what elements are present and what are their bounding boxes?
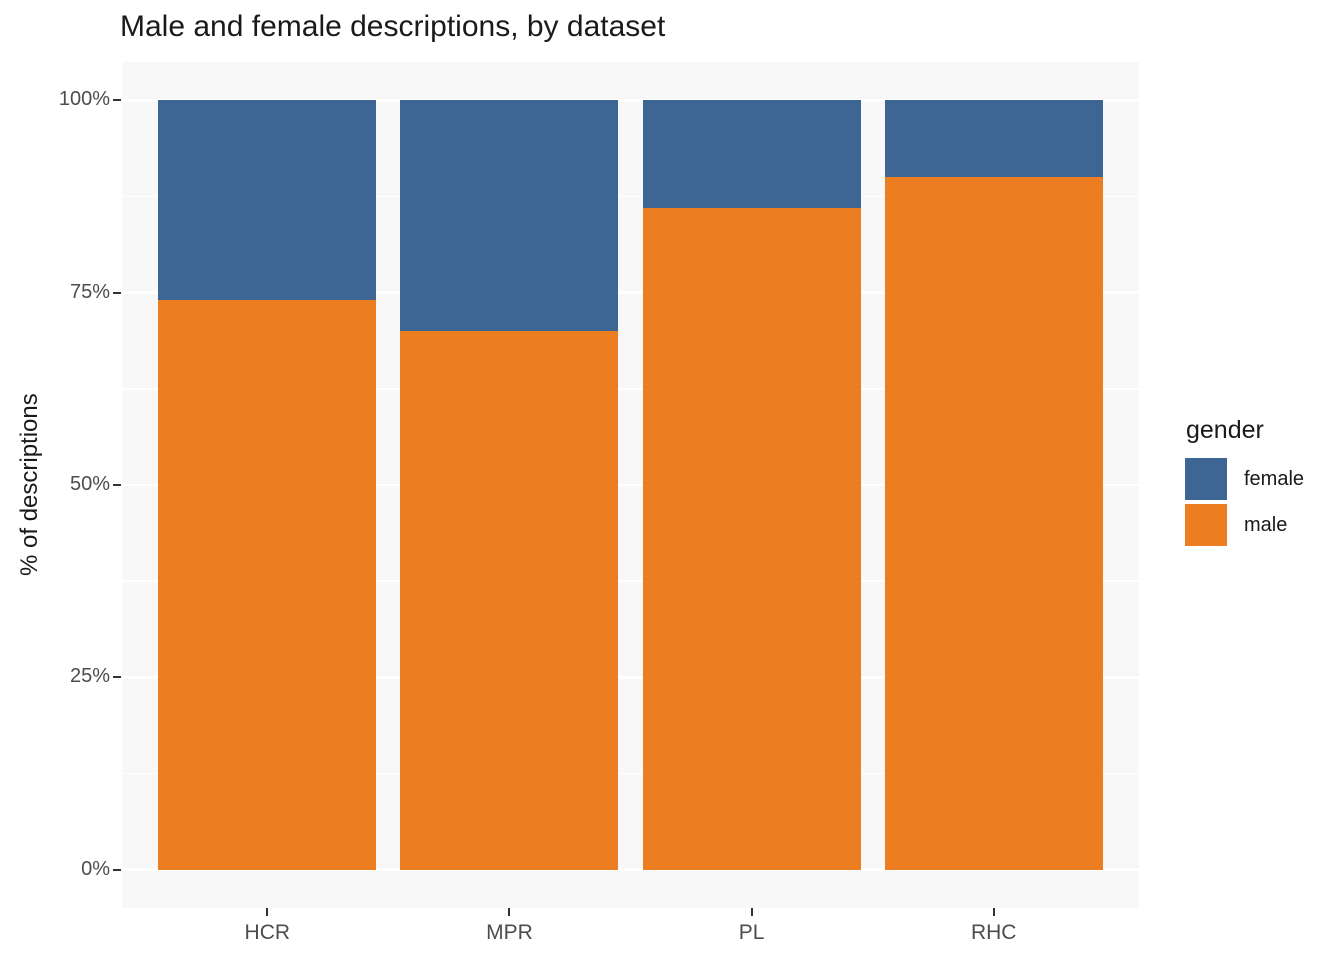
x-tick-mark: [750, 908, 753, 916]
y-tick-label: 0%: [81, 857, 110, 880]
legend: gender female male: [1185, 416, 1335, 550]
legend-key-female: female: [1185, 458, 1335, 500]
x-tick-label-HCR: HCR: [244, 921, 291, 944]
x-tick-label-PL: PL: [738, 921, 765, 944]
y-tick-label: 100%: [58, 88, 110, 111]
y-tick-label: 25%: [69, 665, 110, 688]
y-tick-mark: [113, 291, 121, 294]
legend-label-male: male: [1244, 513, 1288, 536]
gridline-major: [122, 676, 1139, 679]
y-tick-label: 50%: [69, 473, 110, 495]
legend-swatch-male: [1185, 504, 1227, 546]
x-tick-mark: [508, 908, 511, 916]
plot-panel: [122, 62, 1139, 908]
x-tick-label-RHC: RHC: [970, 921, 1017, 944]
y-tick-mark: [113, 868, 121, 871]
gridline-minor: [122, 388, 1139, 390]
gridline-minor: [122, 772, 1139, 775]
x-tick-label-MPR: MPR: [486, 921, 533, 944]
y-tick-mark: [113, 484, 121, 486]
bar-segment-female-HCR: [158, 100, 377, 301]
legend-label-female: female: [1244, 467, 1305, 490]
bar-segment-male-PL: [642, 208, 861, 870]
gridline-major: [122, 99, 1139, 102]
bar-segment-female-RHC: [884, 100, 1103, 178]
legend-key-male: male: [1185, 504, 1335, 546]
y-tick-mark: [113, 676, 121, 679]
y-tick-label: 75%: [69, 280, 110, 303]
bar-segment-male-MPR: [400, 331, 619, 870]
bar-segment-male-HCR: [158, 300, 377, 870]
x-tick-mark: [992, 908, 995, 916]
legend-title: gender: [1186, 416, 1264, 444]
bar-segment-female-MPR: [400, 100, 619, 332]
gridline-major: [122, 868, 1139, 871]
bar-segment-female-PL: [642, 100, 861, 209]
gridline-minor: [122, 580, 1139, 582]
gridline-major: [122, 483, 1139, 487]
legend-swatch-female: [1185, 458, 1227, 500]
y-tick-mark: [113, 99, 121, 102]
x-tick-mark: [266, 908, 269, 916]
gridline-minor: [122, 195, 1139, 198]
legend-keys: female male: [1185, 458, 1335, 546]
chart-title: Male and female descriptions, by dataset: [120, 10, 666, 43]
gridline-major: [122, 291, 1139, 294]
bar-segment-male-RHC: [884, 177, 1103, 870]
